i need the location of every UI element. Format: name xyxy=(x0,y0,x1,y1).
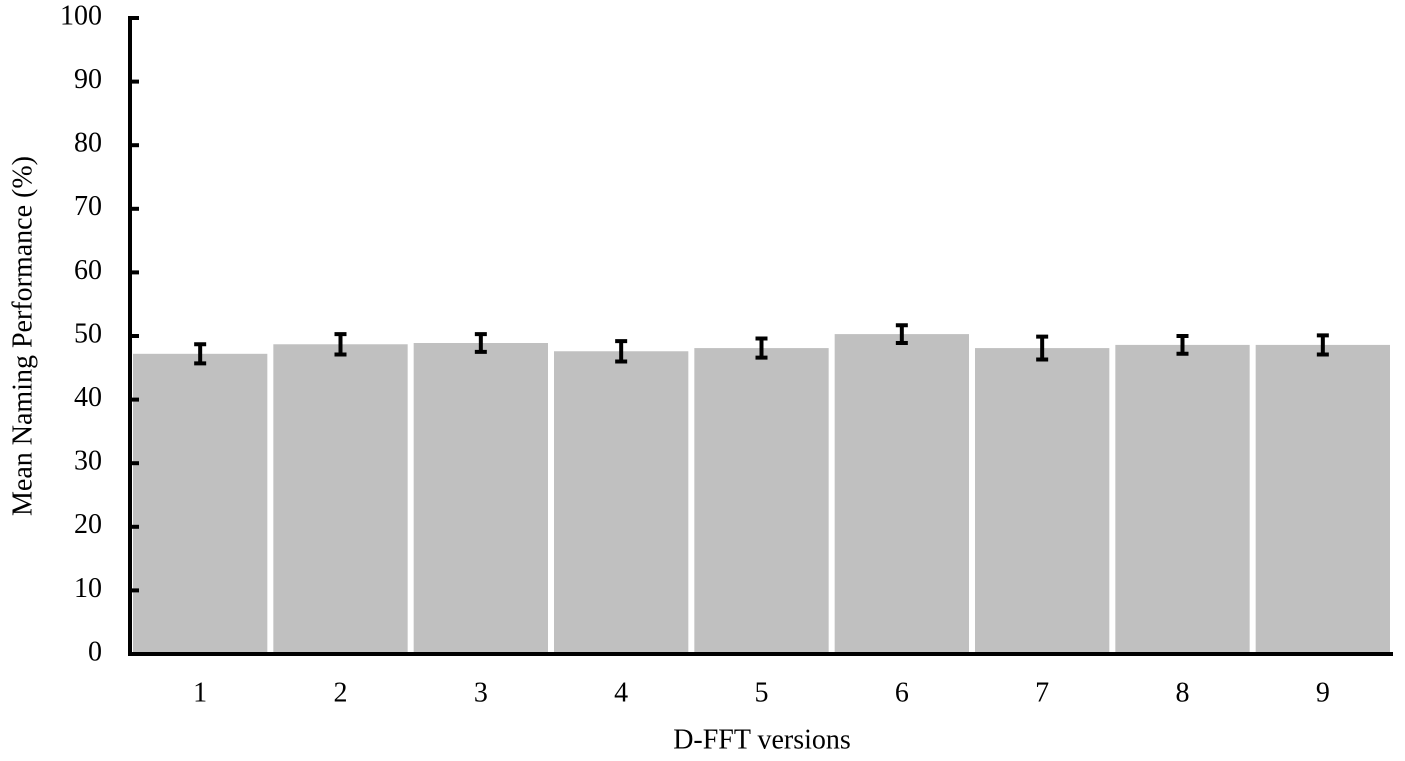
bar xyxy=(554,351,689,654)
x-tick-label: 8 xyxy=(1176,677,1190,708)
y-axis-label: Mean Naming Performance (%) xyxy=(7,156,38,516)
y-tick-label: 50 xyxy=(74,318,102,349)
x-tick-label: 6 xyxy=(895,677,909,708)
x-tick-label: 1 xyxy=(193,677,207,708)
x-tick-label: 3 xyxy=(474,677,488,708)
bar xyxy=(273,344,408,654)
bar xyxy=(694,348,829,654)
error-bar xyxy=(1036,334,1049,362)
bar xyxy=(834,334,969,654)
y-tick-label: 60 xyxy=(74,255,102,286)
y-tick-label: 100 xyxy=(60,0,102,31)
y-tick-label: 30 xyxy=(74,446,102,477)
y-tick-label: 80 xyxy=(74,128,102,159)
error-bar xyxy=(895,323,908,345)
x-tick-label: 2 xyxy=(334,677,348,708)
bar xyxy=(975,348,1110,654)
x-axis-label: D-FFT versions xyxy=(673,724,851,755)
x-tick-label: 5 xyxy=(755,677,769,708)
x-tick-label: 9 xyxy=(1316,677,1330,708)
error-bar xyxy=(1316,333,1329,357)
y-tick-label: 10 xyxy=(74,573,102,604)
error-bar xyxy=(615,339,628,364)
y-tick-label: 90 xyxy=(74,64,102,95)
x-tick-label: 4 xyxy=(614,677,628,708)
bar xyxy=(1115,344,1250,654)
y-tick-label: 40 xyxy=(74,382,102,413)
x-tick-label: 7 xyxy=(1035,677,1049,708)
bar xyxy=(413,342,548,654)
error-bar xyxy=(194,342,207,366)
bar xyxy=(1255,344,1390,654)
error-bar xyxy=(755,336,768,360)
error-bar xyxy=(474,332,487,354)
y-tick-label: 20 xyxy=(74,509,102,540)
error-bar xyxy=(334,332,347,357)
bar xyxy=(133,353,268,654)
y-tick-label: 70 xyxy=(74,191,102,222)
error-bar xyxy=(1176,334,1189,356)
y-tick-label: 0 xyxy=(88,636,102,667)
